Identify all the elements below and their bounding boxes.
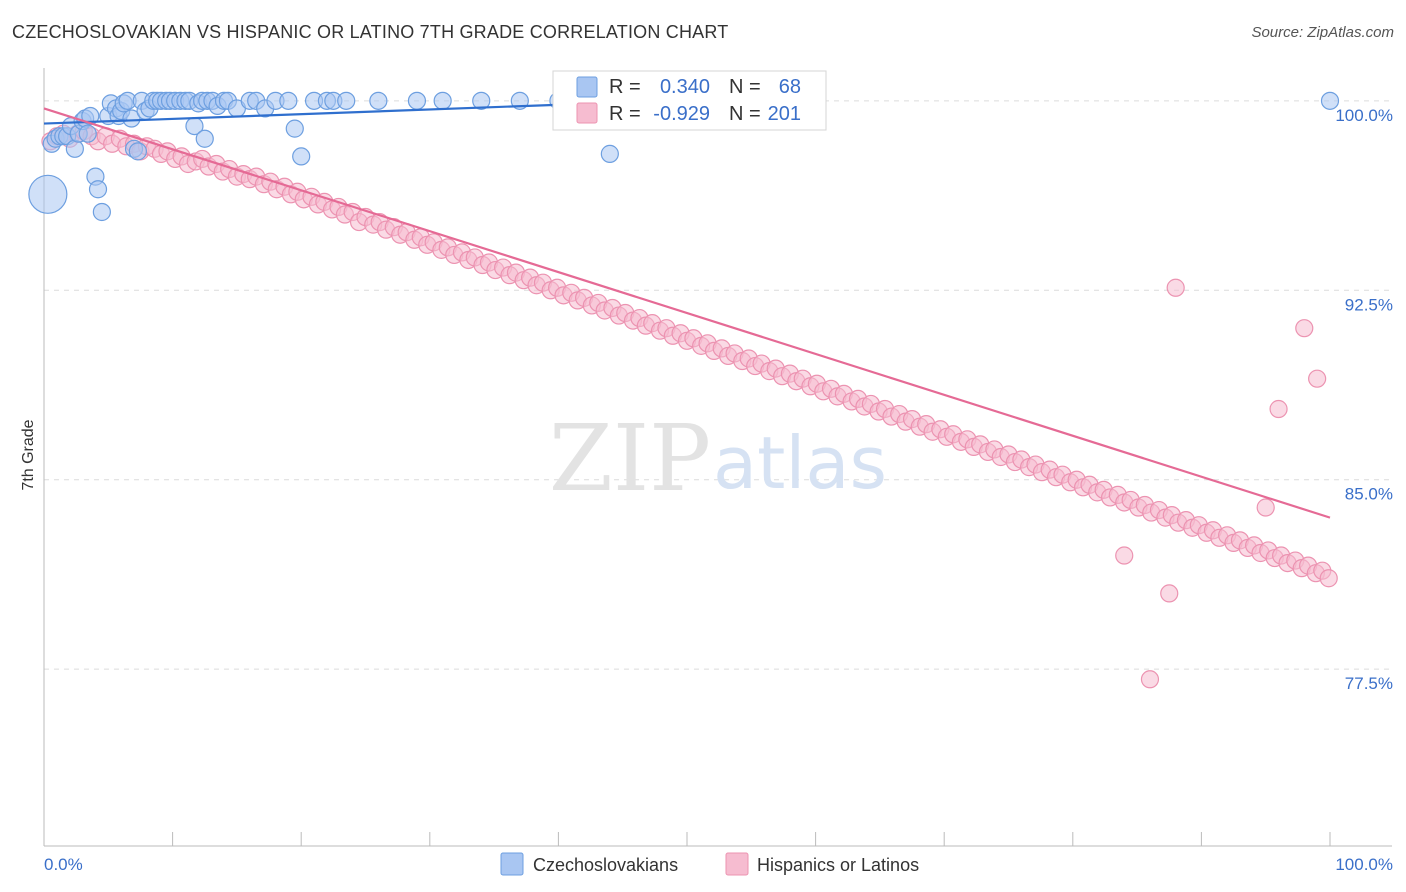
czechoslovakians-point (65, 139, 84, 158)
x-tick-label-max: 100.0% (1335, 855, 1393, 874)
stats-r-value-hispanics: -0.929 (653, 103, 710, 125)
hispanics-point (1295, 319, 1314, 338)
czechoslovakians-point (285, 119, 304, 138)
legend-label-hispanics: Hispanics or Latinos (757, 855, 919, 875)
czechoslovakians-point (88, 180, 108, 199)
czechoslovakians-point (407, 91, 427, 110)
legend-item-hispanics[interactable]: Hispanics or Latinos (725, 852, 919, 876)
stats-r-value-czechoslovakians: 0.340 (660, 76, 710, 98)
czechoslovakians-point (122, 109, 141, 128)
czechoslovakians-point (600, 144, 619, 163)
trend-lines (43, 102, 1331, 519)
watermark: ZIP atlas (549, 405, 887, 512)
czechoslovakians-point (433, 91, 452, 110)
stats-r-label-hispanics: R = (609, 103, 641, 125)
czechoslovakians-point (1320, 91, 1340, 110)
hispanics-point (1140, 670, 1160, 689)
trend-line-hispanics (43, 107, 1331, 519)
hispanics-point (1160, 584, 1179, 603)
hispanics-point (1319, 569, 1338, 588)
watermark-atlas: atlas (713, 421, 887, 505)
czechoslovakians-point (81, 106, 100, 126)
czechoslovakians-point (279, 91, 298, 110)
czechoslovakians-point (28, 174, 68, 214)
x-tick-label-min: 0.0% (44, 855, 83, 874)
stats-box-frame (552, 70, 827, 131)
series-czechoslovakians-points (28, 91, 1340, 222)
legend-swatch-czechoslovakians (500, 852, 524, 876)
czechoslovakians-point (337, 91, 356, 110)
czechoslovakians-point (195, 129, 214, 148)
chart-title: CZECHOSLOVAKIAN VS HISPANIC OR LATINO 7T… (12, 22, 729, 42)
x-ticks: 0.0% 100.0% (43, 832, 1393, 874)
legend-label-czechoslovakians: Czechoslovakians (533, 855, 678, 875)
legend-swatch-hispanics (725, 852, 749, 876)
y-tick-label: 100.0% (1335, 106, 1393, 125)
trend-line-czechoslovakians (43, 102, 598, 125)
series-hispanics-points (41, 122, 1338, 689)
hispanics-point (1269, 399, 1288, 419)
stats-n-label-czechoslovakians: N = (729, 76, 761, 98)
czechoslovakians-point (78, 124, 97, 143)
stats-box: R = 0.340 N = 68 R = -0.929 N = 201 (552, 70, 827, 131)
hispanics-point (1256, 498, 1275, 517)
czechoslovakians-point (292, 147, 311, 166)
czechoslovakians-point (472, 91, 491, 110)
legend: Czechoslovakians Hispanics or Latinos (500, 852, 919, 876)
y-tick-labels: 100.0% 92.5% 85.0% 77.5% (1335, 106, 1393, 693)
stats-n-label-hispanics: N = (729, 103, 761, 125)
y-axis-label: 7th Grade (20, 419, 37, 490)
y-tick-label: 85.0% (1345, 485, 1393, 504)
czechoslovakians-point (92, 202, 111, 222)
stats-r-label-czechoslovakians: R = (609, 76, 641, 98)
legend-item-czechoslovakians[interactable]: Czechoslovakians (500, 852, 678, 876)
watermark-zip: ZIP (549, 405, 711, 512)
y-tick-label: 77.5% (1345, 674, 1393, 693)
stats-swatch-hispanics (576, 102, 598, 124)
czechoslovakians-point (128, 142, 147, 161)
czechoslovakians-point (369, 91, 388, 110)
stats-swatch-czechoslovakians (576, 76, 598, 98)
chart-source: Source: ZipAtlas.com (1251, 24, 1394, 41)
hispanics-point (1115, 546, 1134, 565)
stats-n-value-czechoslovakians: 68 (779, 76, 801, 98)
hispanics-point (1166, 278, 1185, 297)
hispanics-point (1308, 369, 1327, 388)
stats-n-value-hispanics: 201 (768, 103, 801, 125)
y-tick-label: 92.5% (1345, 295, 1393, 314)
